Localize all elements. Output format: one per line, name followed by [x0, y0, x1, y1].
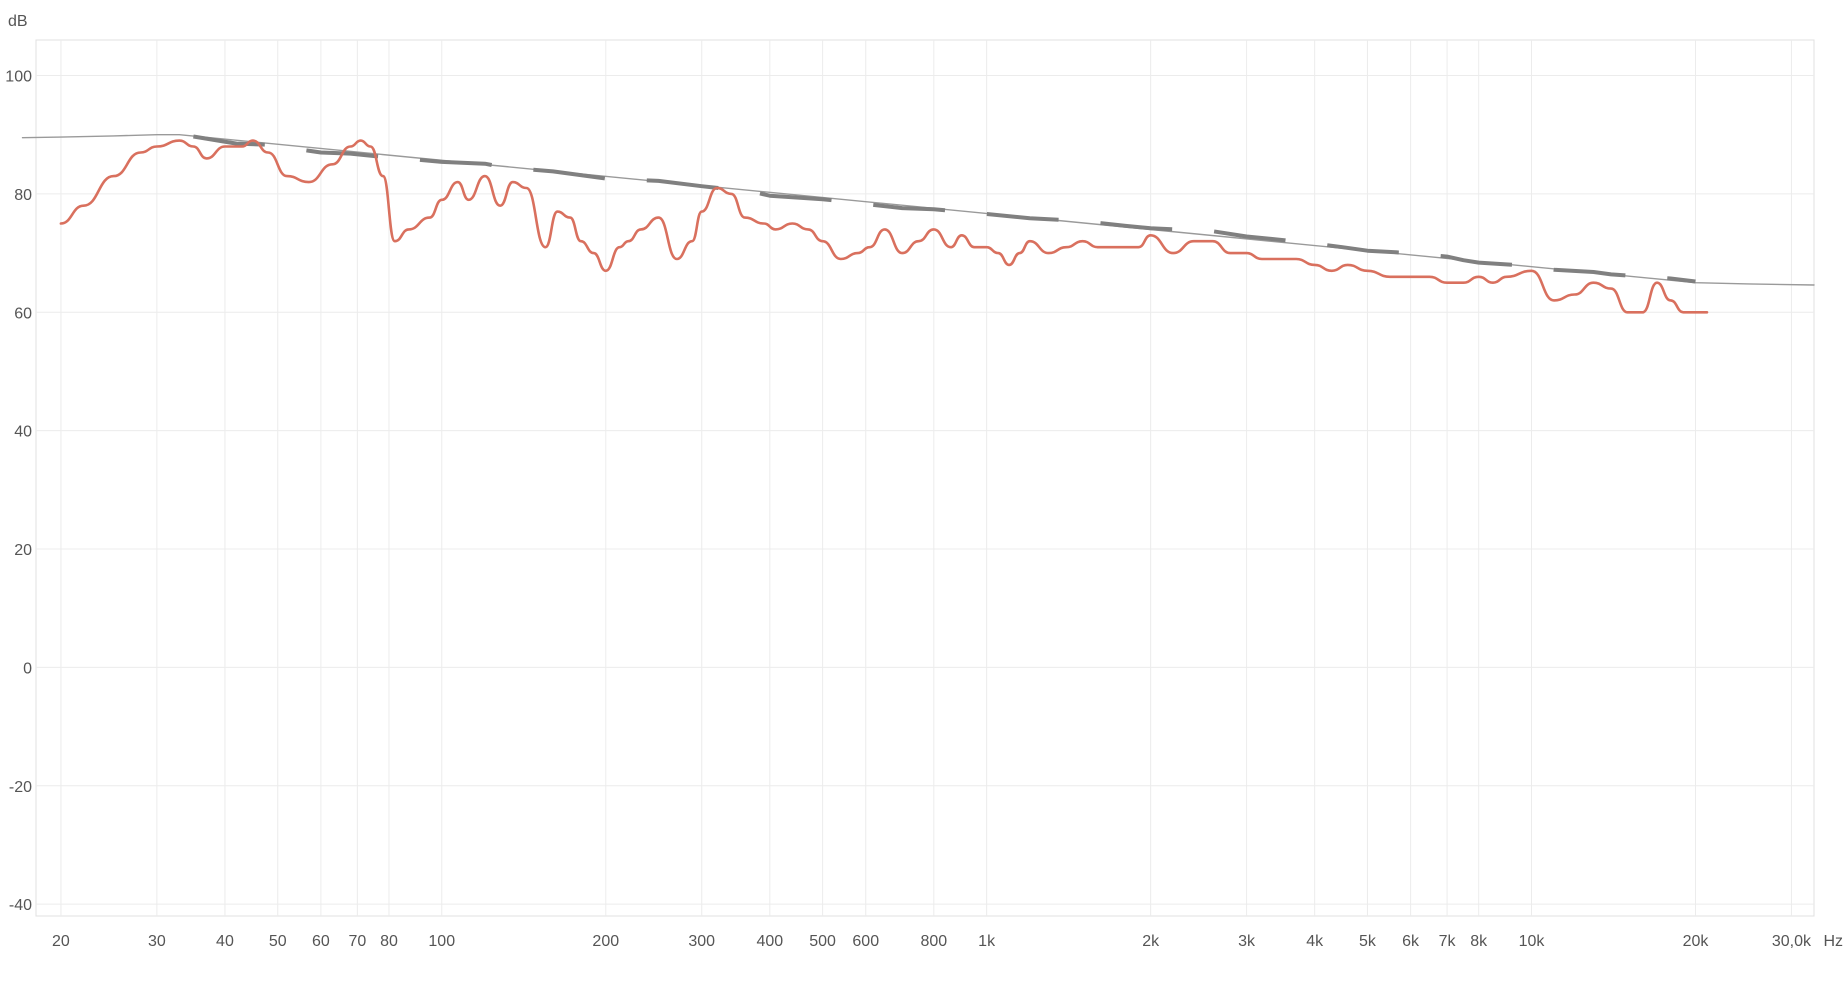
- y-tick-label: -40: [9, 897, 32, 914]
- x-tick-label: 500: [809, 933, 836, 950]
- x-tick-label: 4k: [1306, 933, 1324, 950]
- x-tick-labels: 20 30 40 50 60 70 80 100 200 300 400 500 600 800 1k 2k 3…: [52, 933, 1812, 950]
- target-curve-dashed: [193, 134, 1696, 284]
- y-tick-label: -20: [9, 779, 32, 796]
- x-tick-label: 400: [756, 933, 783, 950]
- x-tick-label: 2k: [1142, 933, 1160, 950]
- x-tick-label: 1k: [978, 933, 996, 950]
- x-tick-label: 30,0k: [1772, 933, 1812, 950]
- x-tick-label: 300: [688, 933, 715, 950]
- x-tick-label: 800: [920, 933, 947, 950]
- response-curve: [59, 139, 1709, 314]
- series-layer: [21, 134, 1815, 314]
- x-tick-label: 40: [216, 933, 234, 950]
- y-gridlines: [36, 75, 1814, 905]
- x-gridlines: [60, 40, 1792, 916]
- y-tick-labels: 100 80 60 40 20 0 -20 -40: [5, 69, 32, 915]
- x-tick-label: 70: [348, 933, 366, 950]
- y-tick-label: 0: [23, 660, 32, 677]
- x-tick-label: 30: [148, 933, 166, 950]
- y-tick-label: 100: [5, 69, 32, 86]
- x-tick-label: 200: [592, 933, 619, 950]
- x-tick-label: 600: [852, 933, 879, 950]
- x-tick-label: 20: [52, 933, 70, 950]
- x-tick-label: 6k: [1402, 933, 1420, 950]
- x-tick-label: 60: [312, 933, 330, 950]
- y-tick-label: 80: [14, 187, 32, 204]
- plot-background: [35, 39, 1815, 917]
- y-tick-label: 20: [14, 542, 32, 559]
- x-tick-label: 3k: [1238, 933, 1256, 950]
- x-tick-label: 20k: [1683, 933, 1710, 950]
- reference-line: [21, 134, 1815, 286]
- x-tick-label: 100: [428, 933, 455, 950]
- x-tick-label: 10k: [1519, 933, 1546, 950]
- y-tick-label: 60: [14, 305, 32, 322]
- x-tick-label: 5k: [1359, 933, 1377, 950]
- x-tick-label: 80: [380, 933, 398, 950]
- x-tick-label: 7k: [1439, 933, 1457, 950]
- x-axis-unit-label: Hz: [1823, 933, 1843, 950]
- y-tick-label: 40: [14, 424, 32, 441]
- x-tick-label: 8k: [1470, 933, 1488, 950]
- y-axis-unit-label: dB: [8, 13, 28, 30]
- x-tick-label: 50: [269, 933, 287, 950]
